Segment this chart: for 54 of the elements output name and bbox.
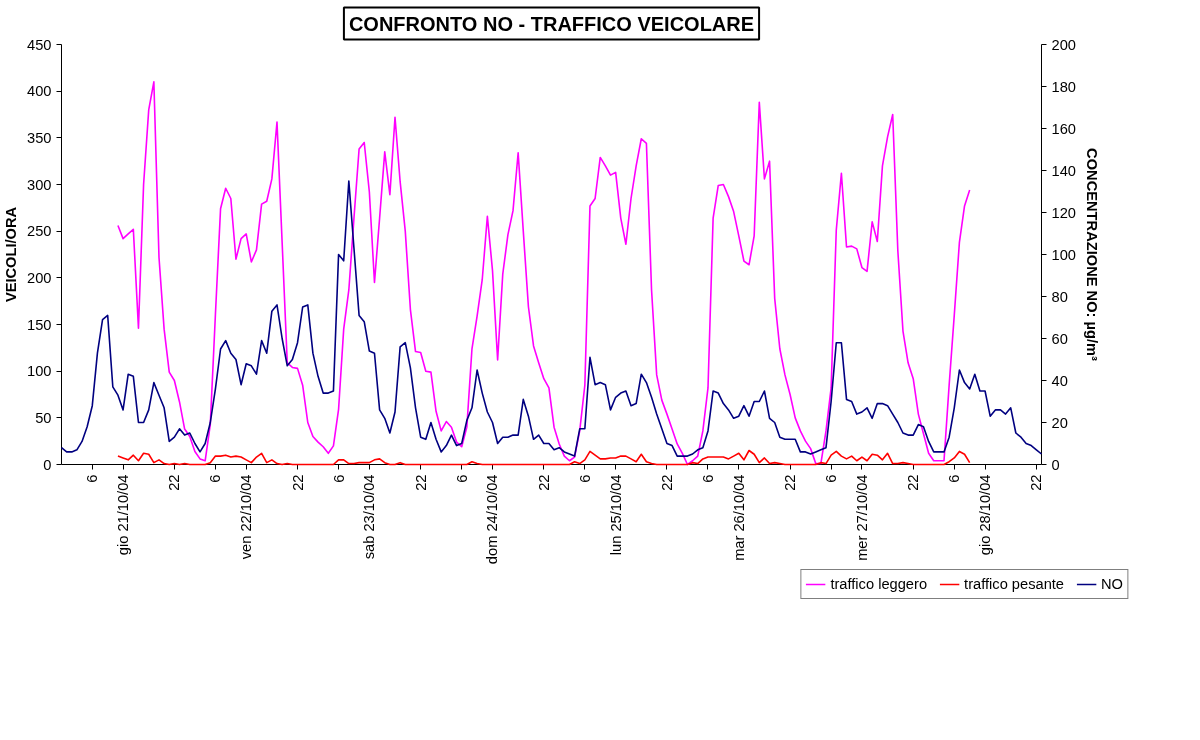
y-tick-label: 100 [27, 363, 52, 380]
line-series [117, 449, 971, 466]
x-tick-label: gio 21/10/04 [115, 474, 132, 556]
x-tick-label: 22 [289, 474, 306, 491]
legend-label: traffico pesante [964, 576, 1065, 592]
x-tick-label: 22 [658, 474, 675, 491]
line-series [117, 81, 971, 466]
x-tick-label: 22 [1028, 474, 1045, 491]
y2-tick-label: 200 [1051, 36, 1076, 53]
y-tick-label: 250 [27, 223, 52, 240]
y-tick-label: 400 [27, 83, 52, 100]
x-tick-label: 6 [207, 474, 224, 483]
x-tick-label: 22 [905, 474, 922, 491]
line-series [60, 180, 1043, 457]
y2-tick-label: 20 [1051, 414, 1068, 431]
y2-tick-label: 120 [1051, 204, 1076, 221]
x-tick-label: 6 [576, 474, 593, 483]
y2-tick-label: 100 [1051, 246, 1076, 263]
y2-tick-label: 80 [1051, 288, 1068, 305]
x-tick-label: mar 26/10/04 [730, 474, 747, 561]
x-tick-label: 6 [946, 474, 963, 483]
x-tick-label: 22 [166, 474, 183, 491]
y2-tick-label: 140 [1051, 162, 1076, 179]
y2-tick-label: 160 [1051, 120, 1076, 137]
legend-label: traffico leggero [830, 576, 928, 592]
y2-tick-label: 60 [1051, 330, 1068, 347]
legend-label: NO [1101, 576, 1123, 592]
x-tick-label: 6 [823, 474, 840, 483]
x-tick-label: mer 27/10/04 [853, 474, 870, 561]
y2-tick-label: 180 [1051, 78, 1076, 95]
y-axis-title: VEICOLI/ORA [3, 206, 20, 303]
y2-tick-label: 0 [1051, 456, 1060, 473]
y-tick-label: 50 [35, 409, 52, 426]
x-tick-label: 6 [699, 474, 716, 483]
y2-axis-title: CONCENTRAZIONE NO: µg/m³ [1083, 148, 1100, 362]
x-tick-label: sab 23/10/04 [361, 474, 378, 560]
x-tick-label: 22 [782, 474, 799, 491]
x-tick-label: 6 [453, 474, 470, 483]
x-tick-label: 6 [84, 474, 101, 483]
y-tick-label: 300 [27, 176, 52, 193]
chart-title: CONFRONTO NO - TRAFFICO VEICOLARE [348, 12, 755, 35]
x-tick-label: ven 22/10/04 [238, 474, 255, 560]
x-tick-label: gio 28/10/04 [977, 474, 994, 556]
y-tick-label: 350 [27, 129, 52, 146]
y-tick-label: 150 [27, 316, 52, 333]
x-tick-label: dom 24/10/04 [484, 474, 501, 565]
x-tick-label: 22 [535, 474, 552, 491]
x-tick-label: lun 25/10/04 [607, 474, 624, 556]
y-tick-label: 450 [27, 36, 52, 53]
x-tick-label: 6 [330, 474, 347, 483]
y-tick-label: 0 [43, 456, 52, 473]
x-tick-label: 22 [412, 474, 429, 491]
y2-tick-label: 40 [1051, 372, 1068, 389]
y-tick-label: 200 [27, 269, 52, 286]
